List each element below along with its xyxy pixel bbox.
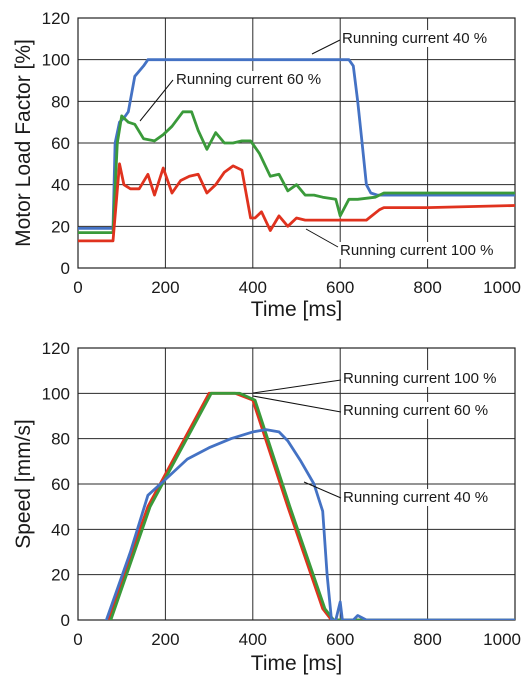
y-tick-label: 60: [51, 475, 70, 494]
annotation-background: [339, 242, 510, 259]
annotation-background: [342, 489, 504, 506]
y-axis-title: Speed [mm/s]: [12, 419, 35, 549]
x-tick-label: 0: [73, 278, 82, 297]
series-annotation-label: Running current 60 %: [343, 402, 488, 419]
annotation-background: [342, 402, 504, 419]
y-tick-label: 40: [51, 520, 70, 539]
annotation-leader-line: [311, 39, 341, 55]
x-tick-label: 600: [326, 630, 354, 649]
x-tick-label: 600: [326, 278, 354, 297]
y-tick-label: 40: [51, 176, 70, 195]
y-tick-label: 120: [42, 9, 70, 28]
annotation-background: [341, 30, 503, 47]
annotation-leader-line: [305, 228, 339, 248]
plot-frame: [77, 347, 516, 621]
y-tick-label: 0: [61, 259, 70, 278]
x-axis-title: Time [ms]: [251, 652, 342, 675]
series-line-running-current-100: [107, 391, 515, 620]
x-tick-label: 1000: [483, 278, 521, 297]
y-tick-label: 0: [61, 611, 70, 630]
annotation-leader-line: [139, 79, 174, 122]
x-tick-label: 400: [239, 278, 267, 297]
x-tick-label: 400: [239, 630, 267, 649]
annotation-leader-line: [252, 395, 342, 413]
series-line-running-current-60: [109, 391, 515, 620]
y-tick-label: 80: [51, 430, 70, 449]
series-line-running-current-60: [78, 110, 515, 234]
x-tick-label: 800: [413, 630, 441, 649]
chart-panel-2: 0 20 40 60 80 100 120 0 200 400 600 800 1000 Time [ms…: [12, 339, 521, 675]
chart-panel-1: 0 20 40 60 80 100 120 0 200 400 600 800 1000 Time [ms…: [12, 9, 521, 321]
x-tick-label: 1000: [483, 630, 521, 649]
series-line-running-current-100: [78, 162, 515, 243]
y-axis-title: Motor Load Factor [%]: [12, 39, 35, 247]
y-tick-label: 120: [42, 339, 70, 358]
y-tick-label: 100: [42, 384, 70, 403]
y-tick-label: 100: [42, 51, 70, 70]
annotation-background: [175, 71, 337, 88]
plot-frame: [77, 17, 516, 269]
y-tick-label: 20: [51, 566, 70, 585]
series-annotation-label: Running current 40 %: [343, 489, 488, 506]
y-tick-label: 80: [51, 92, 70, 111]
annotation-background: [342, 370, 513, 387]
x-tick-label: 800: [413, 278, 441, 297]
series-annotation-label: Running current 100 %: [340, 242, 493, 259]
series-line-running-current-40: [105, 428, 515, 620]
y-tick-label: 20: [51, 217, 70, 236]
x-tick-label: 200: [151, 630, 179, 649]
series-annotation-label: Running current 60 %: [176, 71, 321, 88]
annotation-leader-line: [303, 481, 342, 499]
x-axis-title: Time [ms]: [251, 298, 342, 321]
annotation-leader-line: [252, 379, 342, 394]
y-tick-label: 60: [51, 134, 70, 153]
x-tick-label: 200: [151, 278, 179, 297]
x-tick-label: 0: [73, 630, 82, 649]
series-annotation-label: Running current 40 %: [342, 30, 487, 47]
series-annotation-label: Running current 100 %: [343, 370, 496, 387]
